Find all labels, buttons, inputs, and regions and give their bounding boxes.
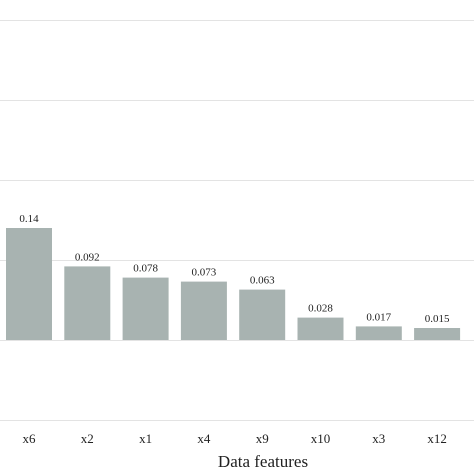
value-label-x9: 0.063 <box>250 275 275 287</box>
bar-x9 <box>239 289 286 340</box>
bars <box>6 228 461 340</box>
value-label-x1: 0.078 <box>133 263 158 275</box>
x-tick-label-x10: x10 <box>311 431 331 446</box>
value-label-x12: 0.015 <box>425 313 450 325</box>
bar-x3 <box>355 326 402 340</box>
x-axis-title: Data features <box>218 452 308 471</box>
value-label-x3: 0.017 <box>366 311 391 323</box>
bar-x1 <box>122 277 169 340</box>
x-tick-label-x2: x2 <box>81 431 94 446</box>
x-tick-labels: x6 x2 x1 x4 x9 x10 x3 x12 <box>23 431 447 446</box>
x-tick-label-x12: x12 <box>427 431 447 446</box>
value-label-x4: 0.073 <box>192 267 217 279</box>
bar-x6 <box>6 228 52 340</box>
value-label-x6: 0.14 <box>19 213 39 225</box>
grid-lines <box>0 20 474 421</box>
x-tick-label-x3: x3 <box>372 431 385 446</box>
x-tick-label-x1: x1 <box>139 431 152 446</box>
bar-x12 <box>414 328 461 340</box>
bar-x2 <box>64 266 111 340</box>
x-tick-label-x9: x9 <box>256 431 269 446</box>
x-tick-label-x6: x6 <box>23 431 37 446</box>
bar-x10 <box>297 317 344 340</box>
value-labels: 0.14 0.092 0.078 0.073 0.063 0.028 0.017 0.015 <box>19 213 450 325</box>
bar-x4 <box>180 281 227 340</box>
value-label-x2: 0.092 <box>75 251 100 263</box>
x-tick-label-x4: x4 <box>197 431 211 446</box>
value-label-x10: 0.028 <box>308 303 333 315</box>
